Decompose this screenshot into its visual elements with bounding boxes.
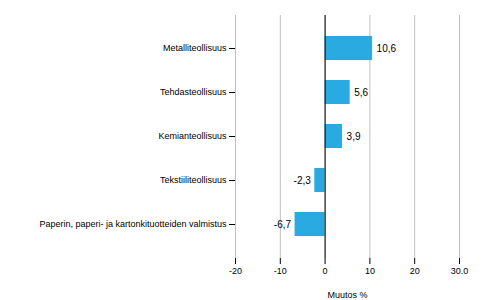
svg-text:Paperin, paperi- ja kartonkitu: Paperin, paperi- ja kartonkituotteiden v… xyxy=(39,219,227,229)
svg-text:3,9: 3,9 xyxy=(347,131,361,142)
svg-text:-10: -10 xyxy=(274,266,287,276)
svg-text:Muutos %: Muutos % xyxy=(327,290,367,300)
svg-text:Kemianteollisuus: Kemianteollisuus xyxy=(158,131,227,141)
svg-text:Tekstiiliteollisuus: Tekstiiliteollisuus xyxy=(160,175,227,185)
svg-text:-20: -20 xyxy=(229,266,242,276)
svg-text:-2,3: -2,3 xyxy=(294,175,312,186)
svg-text:Metalliteollisuus: Metalliteollisuus xyxy=(163,43,227,53)
svg-text:10: 10 xyxy=(365,266,375,276)
svg-text:Tehdasteollisuus: Tehdasteollisuus xyxy=(160,87,227,97)
svg-text:0: 0 xyxy=(323,266,328,276)
svg-text:-6,7: -6,7 xyxy=(274,219,292,230)
svg-text:30.0: 30.0 xyxy=(451,266,469,276)
svg-text:20: 20 xyxy=(410,266,420,276)
svg-text:5,6: 5,6 xyxy=(354,87,368,98)
svg-text:10,6: 10,6 xyxy=(377,43,397,54)
